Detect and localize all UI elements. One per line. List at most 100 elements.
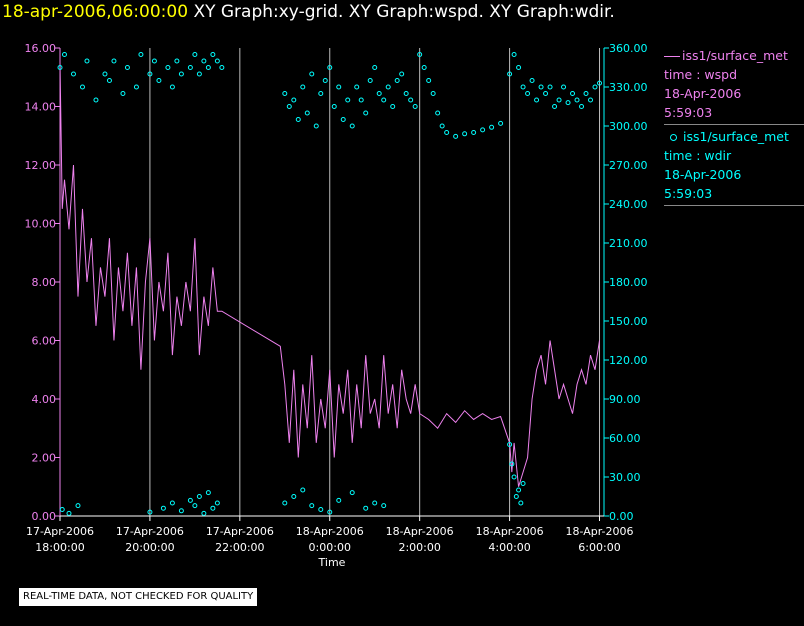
right-tick-label: 30.00 bbox=[609, 471, 641, 484]
wdir-point bbox=[385, 84, 391, 90]
wdir-point bbox=[520, 84, 526, 90]
wdir-point bbox=[435, 110, 441, 116]
wdir-point bbox=[574, 97, 580, 103]
wdir-point bbox=[358, 97, 364, 103]
x-tick-date-label: 18-Apr-2006 bbox=[565, 525, 633, 538]
wdir-point bbox=[336, 84, 342, 90]
wdir-point bbox=[309, 503, 315, 509]
wdir-point bbox=[147, 509, 153, 515]
wdir-point bbox=[196, 494, 202, 499]
line-marker-icon bbox=[664, 56, 680, 57]
wdir-point bbox=[210, 52, 216, 57]
data-quality-disclaimer: REAL-TIME DATA, NOT CHECKED FOR QUALITY bbox=[19, 588, 258, 606]
graph-list: XY Graph:xy-grid. XY Graph:wspd. XY Grap… bbox=[193, 2, 615, 22]
wdir-point bbox=[376, 91, 382, 96]
title-bar: 18-apr-2006,06:00:00 XY Graph:xy-grid. X… bbox=[0, 0, 804, 28]
wdir-point bbox=[201, 58, 207, 64]
wdir-point bbox=[403, 91, 409, 96]
wdir-point bbox=[174, 58, 180, 64]
left-tick-label: 10.00 bbox=[25, 218, 57, 231]
wdir-point bbox=[151, 58, 157, 64]
wdir-point bbox=[513, 494, 519, 499]
wdir-point bbox=[430, 91, 436, 96]
x-axis-label: Time bbox=[318, 556, 346, 569]
x-tick-time-label: 4:00:00 bbox=[488, 541, 530, 554]
wdir-point bbox=[201, 510, 207, 516]
left-tick-label: 8.00 bbox=[32, 276, 57, 289]
wdir-point bbox=[552, 104, 558, 109]
wdir-point bbox=[327, 65, 333, 70]
x-tick-time-label: 0:00:00 bbox=[309, 541, 351, 554]
wdir-point bbox=[102, 71, 108, 77]
right-tick-label: 330.00 bbox=[609, 81, 648, 94]
x-tick-time-label: 20:00:00 bbox=[125, 541, 174, 554]
wdir-point bbox=[178, 508, 184, 514]
legend-entry-wspd: iss1/surface_met time : wspd 18-Apr-2006… bbox=[664, 46, 804, 125]
wdir-point bbox=[282, 500, 288, 506]
wdir-point bbox=[507, 71, 513, 77]
wdir-point bbox=[529, 78, 535, 83]
wdir-point bbox=[205, 490, 211, 496]
left-tick-label: 16.00 bbox=[25, 42, 57, 55]
wdir-point bbox=[75, 503, 81, 509]
wdir-point bbox=[160, 505, 166, 511]
wdir-point bbox=[372, 65, 378, 70]
wdir-point bbox=[138, 52, 144, 57]
right-tick-label: 150.00 bbox=[609, 315, 648, 328]
wdir-point bbox=[304, 110, 310, 116]
wdir-point bbox=[372, 500, 378, 506]
wdir-point bbox=[66, 510, 72, 516]
right-tick-label: 60.00 bbox=[609, 432, 641, 445]
wdir-point bbox=[214, 58, 220, 64]
wdir-point bbox=[534, 97, 540, 103]
right-tick-label: 90.00 bbox=[609, 393, 641, 406]
wdir-point bbox=[156, 78, 162, 83]
wdir-point bbox=[327, 509, 333, 515]
legend-wspd-variable: time : wspd bbox=[664, 67, 738, 82]
wdir-point bbox=[489, 124, 495, 130]
wdir-point bbox=[124, 65, 130, 70]
wdir-point bbox=[214, 500, 220, 506]
wdir-point bbox=[340, 117, 346, 122]
wdir-point bbox=[79, 84, 85, 90]
wdir-point bbox=[196, 71, 202, 77]
wdir-point bbox=[169, 500, 175, 506]
wdir-point bbox=[507, 442, 513, 447]
x-tick-date-label: 17-Apr-2006 bbox=[26, 525, 94, 538]
wdir-point bbox=[421, 65, 427, 70]
wdir-point bbox=[291, 494, 297, 499]
left-tick-label: 12.00 bbox=[25, 159, 57, 172]
wdir-point bbox=[318, 91, 324, 96]
wdir-point bbox=[543, 91, 549, 96]
legend-wspd-source: iss1/surface_met bbox=[682, 48, 788, 63]
wdir-point bbox=[354, 84, 360, 90]
wdir-point bbox=[349, 490, 355, 496]
wdir-point bbox=[120, 91, 126, 96]
wdir-point bbox=[165, 65, 171, 70]
wdir-point bbox=[57, 65, 63, 70]
legend-wdir-date: 18-Apr-2006 bbox=[664, 167, 742, 182]
left-tick-label: 14.00 bbox=[25, 101, 57, 114]
wdir-point bbox=[336, 497, 342, 503]
wdir-point bbox=[426, 78, 432, 83]
left-tick-label: 0.00 bbox=[32, 510, 57, 523]
wdir-point bbox=[399, 71, 405, 77]
legend-entry-wdir: iss1/surface_met time : wdir 18-Apr-2006… bbox=[664, 127, 804, 206]
wdir-point bbox=[187, 65, 193, 70]
wdir-point bbox=[394, 78, 400, 83]
wdir-point bbox=[205, 65, 211, 70]
wdir-point bbox=[345, 97, 351, 103]
wdir-point bbox=[509, 461, 515, 467]
wdir-point bbox=[471, 130, 477, 135]
wdir-point bbox=[318, 507, 324, 512]
legend-wspd-date: 18-Apr-2006 bbox=[664, 86, 742, 101]
wdir-point bbox=[547, 84, 553, 90]
wdir-point bbox=[408, 97, 414, 103]
wdir-point bbox=[570, 91, 576, 96]
legend-wdir-source: iss1/surface_met bbox=[683, 129, 789, 144]
wdir-point bbox=[93, 97, 99, 103]
x-tick-date-label: 17-Apr-2006 bbox=[206, 525, 274, 538]
wdir-point bbox=[381, 97, 387, 103]
wdir-point bbox=[147, 71, 153, 77]
wdir-point bbox=[349, 123, 355, 129]
